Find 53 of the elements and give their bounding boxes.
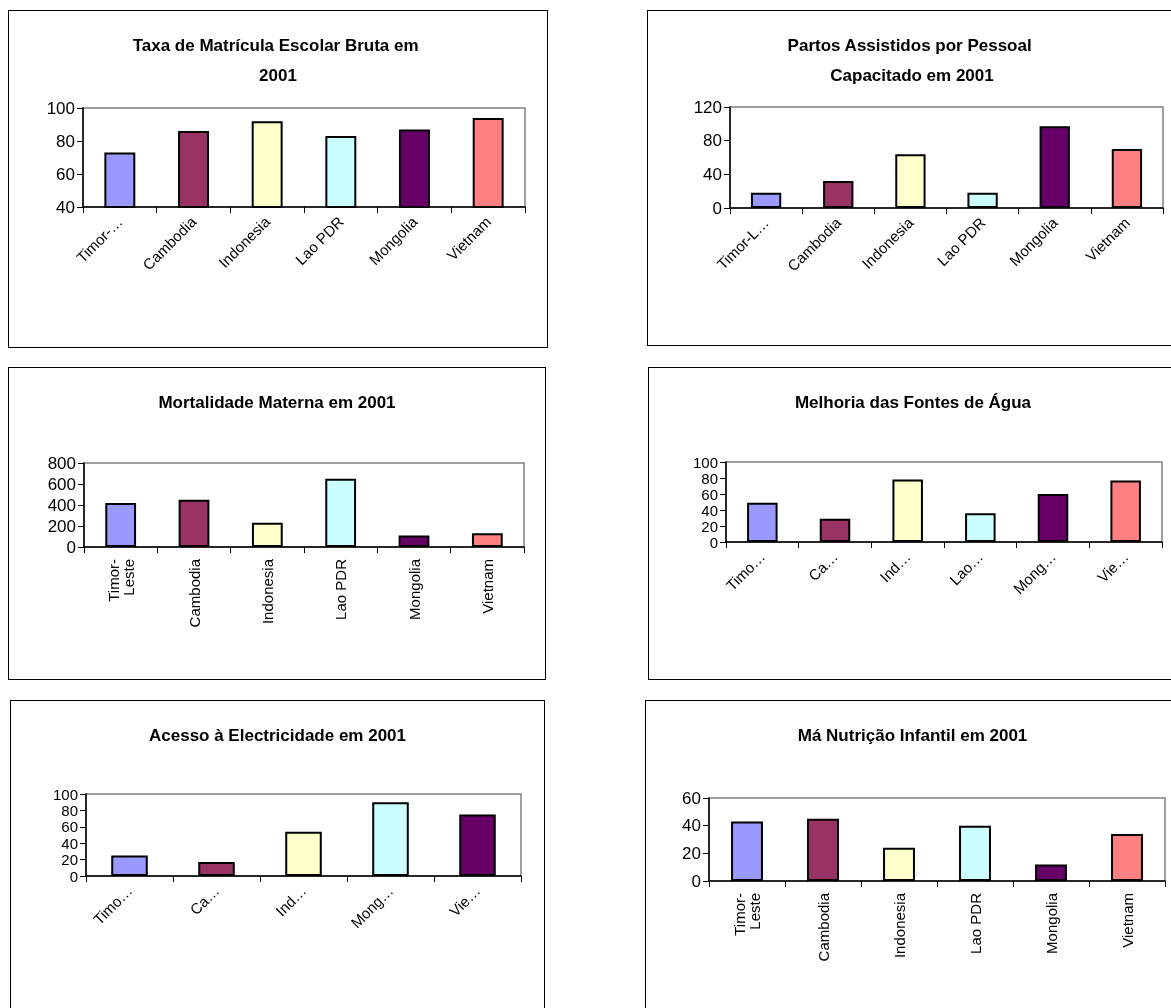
x-tick-label: Mongolia: [1042, 892, 1060, 954]
y-tick-label: 40: [701, 501, 718, 519]
x-tick-label: Mongolia: [405, 558, 423, 620]
chart-title: Taxa de Matrícula Escolar Bruta em 2001: [132, 35, 424, 85]
y-tick-label: 0: [66, 537, 76, 557]
chart-title: Melhoria das Fontes de Água: [794, 392, 1032, 412]
x-tick-label: Vietnam: [478, 559, 496, 614]
y-tick-label: 40: [56, 197, 75, 217]
y-tick-label: 0: [712, 198, 722, 218]
y-tick-label: 60: [56, 164, 75, 184]
x-tick-label: Vietnam: [1118, 893, 1136, 948]
y-tick-label: 60: [682, 788, 701, 808]
y-tick-label: 40: [703, 164, 722, 184]
y-tick-label: 80: [701, 469, 718, 487]
y-tick-label: 60: [61, 818, 78, 836]
y-tick-label: 0: [691, 871, 701, 891]
y-tick-label: 800: [47, 453, 76, 473]
y-tick-label: 400: [47, 495, 76, 515]
x-tick-label: Ca…: [804, 547, 842, 585]
y-tick-label: 120: [693, 97, 722, 117]
y-tick-label: 40: [61, 834, 78, 852]
y-tick-label: 20: [61, 851, 78, 869]
x-tick-label: Ca…: [186, 881, 223, 919]
y-tick-label: 80: [61, 801, 78, 819]
x-tick-label: Ind…: [272, 881, 310, 920]
x-tick-label: Vie…: [1093, 547, 1132, 586]
x-tick-label: Indonesia: [258, 558, 276, 625]
x-tick-label: Lao PDR: [332, 558, 350, 620]
x-tick-label: Timor-Leste: [104, 559, 137, 602]
y-tick-label: 80: [56, 131, 75, 151]
y-tick-label: 20: [682, 843, 701, 863]
x-tick-label: Cambodia: [185, 558, 203, 628]
chart-title: Acesso à Electricidade em 2001: [148, 725, 407, 745]
y-tick-label: 40: [682, 816, 701, 836]
y-tick-label: 0: [69, 867, 78, 885]
chart-title: Má Nutrição Infantil em 2001: [797, 725, 1028, 745]
x-tick-label: Cambodia: [814, 892, 832, 962]
y-tick-label: 0: [709, 533, 718, 551]
chart-title: Partos Assistidos por Pessoal Capacitado em 2001: [787, 35, 1037, 85]
x-tick-label: Indonesia: [890, 892, 908, 959]
y-tick-label: 100: [46, 98, 75, 118]
y-tick-label: 600: [47, 474, 76, 494]
x-tick-label: Lao PDR: [966, 892, 984, 954]
y-tick-label: 200: [47, 516, 76, 536]
y-tick-label: 20: [701, 517, 718, 535]
y-tick-label: 100: [692, 453, 718, 471]
x-tick-label: Ind…: [876, 547, 914, 586]
x-tick-label: Vie…: [445, 881, 484, 920]
y-tick-label: 100: [52, 785, 78, 803]
y-tick-label: 60: [701, 485, 718, 503]
x-tick-label: Timor-Leste: [731, 893, 763, 936]
y-tick-label: 80: [703, 131, 722, 151]
chart-title: Mortalidade Materna em 2001: [158, 392, 396, 412]
